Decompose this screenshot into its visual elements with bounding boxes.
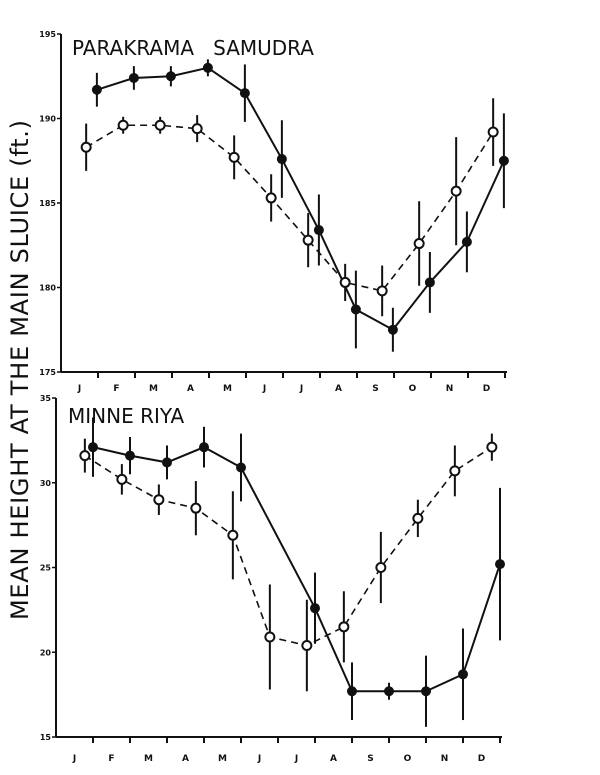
series-line-filled-circle — [92, 446, 501, 693]
data-point-filled — [276, 154, 287, 165]
x-tick-label: O — [409, 384, 417, 394]
x-tick-label: A — [330, 754, 337, 764]
data-point-open — [264, 631, 276, 643]
data-point-open — [265, 192, 277, 204]
data-point-open — [413, 238, 425, 250]
panel-0: 175 180 185 190 195 J F M A M J J A S O N D — [39, 30, 509, 394]
x-tick-label: A — [187, 384, 194, 394]
data-point-filled — [88, 442, 98, 453]
data-point-open — [302, 234, 314, 246]
y-tick-label: 30 — [40, 479, 52, 488]
data-point-open — [450, 185, 462, 197]
x-tick-label: J — [262, 384, 266, 394]
x-tick-label: M — [149, 384, 158, 394]
x-tick-label: J — [77, 384, 81, 394]
data-point-open — [412, 512, 424, 524]
data-point-open — [449, 465, 461, 477]
series-line-filled-circle — [96, 66, 505, 332]
x-tick-label: N — [446, 384, 454, 394]
x-tick-label: J — [257, 754, 261, 764]
y-tick-label: 25 — [40, 564, 52, 573]
data-point-filled — [128, 72, 139, 83]
x-tick-label: S — [372, 384, 378, 394]
y-tick-label: 35 — [40, 394, 52, 403]
y-tick-label: 190 — [39, 115, 56, 124]
data-point-open — [338, 621, 350, 633]
data-point-open — [487, 126, 499, 138]
data-point-filled — [458, 669, 468, 680]
data-point-open — [190, 502, 202, 514]
data-point-open — [375, 562, 387, 573]
data-point-filled — [162, 457, 172, 468]
data-point-filled — [461, 236, 472, 247]
data-point-filled — [424, 277, 435, 288]
y-tick-label: 195 — [39, 30, 56, 39]
x-tick-label: J — [294, 754, 298, 764]
data-point-filled — [347, 686, 357, 697]
data-point-filled — [498, 155, 509, 166]
data-point-open — [339, 276, 351, 288]
data-point-filled — [91, 84, 102, 95]
data-point-filled — [310, 603, 320, 614]
data-point-filled — [387, 324, 398, 335]
y-tick-label: 20 — [40, 648, 52, 657]
x-tick-label: A — [335, 384, 342, 394]
y-tick-label: 175 — [39, 368, 56, 377]
data-point-filled — [350, 304, 361, 315]
data-point-open — [486, 441, 498, 453]
panel-title-parakrama-samudra: PARAKRAMA SAMUDRA — [72, 36, 314, 60]
x-tick-label: F — [113, 384, 119, 394]
data-point-open — [227, 529, 239, 541]
data-point-filled — [236, 462, 246, 473]
data-point-open — [228, 151, 240, 163]
series-line-open-circle — [85, 124, 494, 292]
data-point-open — [79, 450, 91, 462]
panel-1: 15 20 25 30 35 J F M A M J J A S O N D — [40, 394, 505, 764]
x-tick-label: M — [144, 754, 153, 764]
x-tick-label: D — [478, 754, 485, 764]
data-point-filled — [313, 225, 324, 236]
x-tick-label: F — [108, 754, 114, 764]
data-point-filled — [125, 450, 135, 461]
y-tick-label: 15 — [40, 733, 52, 742]
series-line-open-circle — [84, 446, 493, 647]
data-point-filled — [202, 62, 213, 73]
x-tick-label: S — [367, 754, 373, 764]
x-tick-label: O — [404, 754, 412, 764]
data-point-open — [301, 639, 313, 651]
data-point-open — [80, 141, 92, 153]
data-point-filled — [165, 71, 176, 82]
x-tick-label: A — [182, 754, 189, 764]
data-point-open — [191, 123, 203, 135]
x-tick-label: D — [483, 384, 490, 394]
data-point-open — [117, 119, 129, 131]
data-point-filled — [421, 686, 431, 697]
data-point-open — [376, 285, 388, 297]
x-tick-label: M — [223, 384, 232, 394]
data-point-filled — [239, 88, 250, 99]
x-tick-label: M — [218, 754, 227, 764]
panel-title-minneriya: MINNE RIYA — [68, 404, 185, 428]
data-point-open — [153, 494, 165, 506]
x-tick-label: N — [441, 754, 449, 764]
data-point-open — [154, 119, 166, 131]
y-tick-label: 185 — [39, 199, 56, 208]
x-tick-label: J — [299, 384, 303, 394]
data-point-open — [116, 473, 128, 485]
x-tick-label: J — [72, 754, 76, 764]
data-point-filled — [384, 686, 394, 697]
y-axis-label: MEAN HEIGHT AT THE MAIN SLUICE (ft.) — [6, 120, 34, 620]
data-point-filled — [199, 442, 209, 453]
data-point-filled — [495, 559, 505, 570]
y-tick-label: 180 — [39, 284, 56, 293]
